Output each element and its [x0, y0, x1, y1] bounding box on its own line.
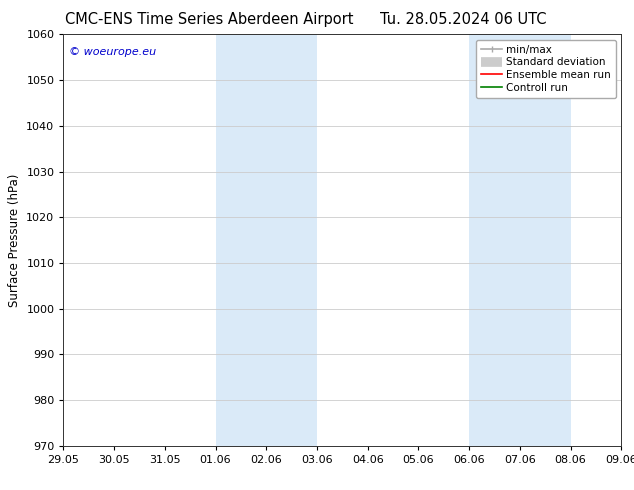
Legend: min/max, Standard deviation, Ensemble mean run, Controll run: min/max, Standard deviation, Ensemble me…	[476, 40, 616, 98]
Text: © woeurope.eu: © woeurope.eu	[69, 47, 156, 57]
Bar	[216, 34, 317, 446]
Y-axis label: Surface Pressure (hPa): Surface Pressure (hPa)	[8, 173, 21, 307]
Text: CMC-ENS Time Series Aberdeen Airport: CMC-ENS Time Series Aberdeen Airport	[65, 12, 354, 27]
Bar	[469, 34, 571, 446]
Text: Tu. 28.05.2024 06 UTC: Tu. 28.05.2024 06 UTC	[380, 12, 546, 27]
